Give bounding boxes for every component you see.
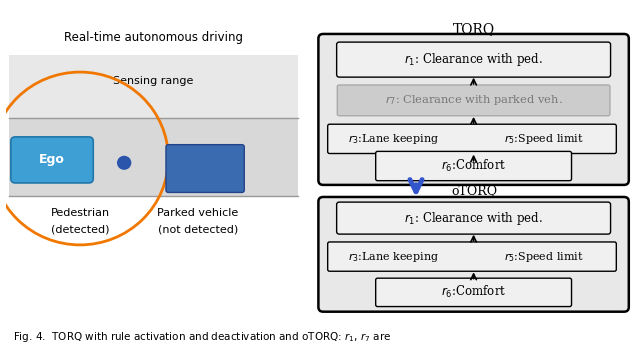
FancyBboxPatch shape: [10, 55, 298, 147]
Text: oTORQ: oTORQ: [451, 185, 497, 197]
Text: Fig. 4.  TORQ with rule activation and deactivation and oTORQ: $r_1$, $r_7$ are: Fig. 4. TORQ with rule activation and de…: [13, 330, 391, 344]
FancyBboxPatch shape: [328, 124, 616, 153]
Text: Real-time autonomous driving: Real-time autonomous driving: [64, 31, 243, 44]
Text: (detected): (detected): [51, 224, 109, 234]
Text: Sensing range: Sensing range: [113, 76, 194, 86]
Circle shape: [118, 156, 131, 169]
FancyBboxPatch shape: [10, 118, 298, 196]
FancyBboxPatch shape: [376, 151, 572, 181]
Text: $r_3$:Lane keeping: $r_3$:Lane keeping: [348, 132, 439, 146]
FancyBboxPatch shape: [337, 202, 611, 234]
FancyBboxPatch shape: [166, 145, 244, 193]
Text: Pedestrian: Pedestrian: [51, 208, 109, 218]
FancyBboxPatch shape: [337, 85, 610, 116]
Text: $r_5$:Speed limit: $r_5$:Speed limit: [504, 132, 584, 146]
Text: Ego: Ego: [39, 153, 65, 167]
Text: $r_3$:Lane keeping: $r_3$:Lane keeping: [348, 249, 439, 264]
FancyBboxPatch shape: [328, 242, 616, 271]
Text: $r_1$: Clearance with ped.: $r_1$: Clearance with ped.: [404, 51, 543, 68]
FancyBboxPatch shape: [376, 278, 572, 306]
FancyBboxPatch shape: [11, 137, 93, 183]
Text: (not detected): (not detected): [157, 224, 238, 234]
FancyBboxPatch shape: [319, 197, 629, 312]
Text: $r_7$: Clearance with parked veh.: $r_7$: Clearance with parked veh.: [385, 93, 563, 107]
Text: TORQ: TORQ: [452, 23, 495, 36]
Text: Parked vehicle: Parked vehicle: [157, 208, 238, 218]
Text: $r_5$:Speed limit: $r_5$:Speed limit: [504, 249, 584, 264]
Text: $r_6$:Comfort: $r_6$:Comfort: [441, 158, 506, 174]
FancyBboxPatch shape: [337, 42, 611, 77]
FancyBboxPatch shape: [319, 34, 629, 185]
Text: $r_1$: Clearance with ped.: $r_1$: Clearance with ped.: [404, 210, 543, 227]
Text: $r_6$:Comfort: $r_6$:Comfort: [441, 284, 506, 301]
